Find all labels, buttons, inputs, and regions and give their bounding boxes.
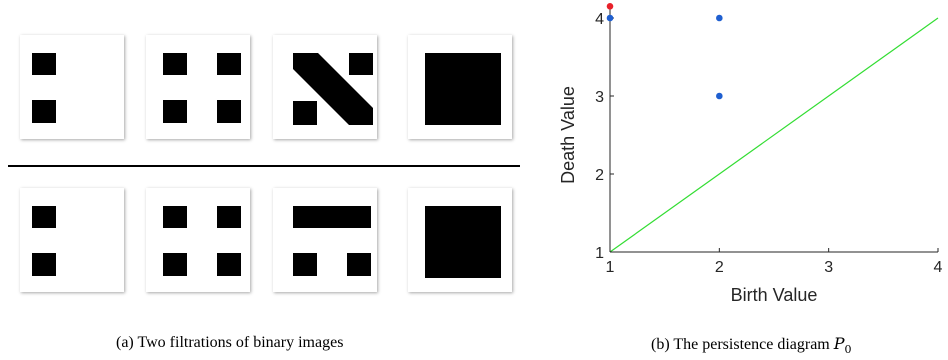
x-axis-label: Birth Value <box>731 285 818 305</box>
y-tick-label: 2 <box>595 167 604 184</box>
filtration-1-frame-1 <box>20 35 124 139</box>
pixel-block <box>217 53 241 75</box>
caption-left: (a) Two filtrations of binary images <box>116 334 343 352</box>
x-tick-label: 2 <box>715 259 724 276</box>
pixel-block <box>293 206 371 228</box>
filtration-2-frame-3 <box>273 188 377 292</box>
x-tick-label: 3 <box>824 259 833 276</box>
persistence-diagram-chart: 1 2 3 4 1 2 3 4 Birth Value Death Value <box>558 2 943 305</box>
data-point <box>606 2 614 10</box>
data-point <box>606 14 614 22</box>
pixel-block <box>163 100 187 123</box>
pixel-block <box>425 53 501 125</box>
pixel-block <box>163 53 187 75</box>
data-point <box>716 14 723 22</box>
pixel-block <box>217 206 241 228</box>
caption-left-text: (a) Two filtrations of binary images <box>116 334 344 351</box>
filtration-2-frame-1 <box>20 188 124 292</box>
chart-axes <box>609 4 938 253</box>
filtration-1-frame-2 <box>146 35 250 139</box>
pixel-block <box>293 253 317 276</box>
pixel-block <box>32 100 56 123</box>
y-tick-label: 3 <box>595 89 604 106</box>
filtration-2-frame-4 <box>408 188 512 292</box>
pixel-block <box>32 53 56 75</box>
y-tick-label: 4 <box>595 11 604 28</box>
pixel-block <box>425 206 501 278</box>
data-point <box>716 92 723 100</box>
y-tick-label: 1 <box>595 245 604 262</box>
caption-right-text: (b) The persistence diagram <box>651 336 830 353</box>
y-axis-label: Death Value <box>558 86 578 184</box>
pixel-block <box>217 100 241 123</box>
pixel-block <box>217 253 241 276</box>
x-tick-label: 4 <box>934 259 943 276</box>
filtration-2-frame-2 <box>146 188 250 292</box>
filtration-1-frame-4 <box>408 35 512 139</box>
math-subscript: 0 <box>844 343 852 357</box>
pixel-block <box>32 206 56 228</box>
chart-points <box>606 2 723 100</box>
pixel-block <box>347 253 371 276</box>
row-divider <box>8 165 520 167</box>
x-tick-label: 1 <box>606 259 615 276</box>
pixel-block <box>163 206 187 228</box>
math-symbol-letter: P <box>833 334 845 353</box>
diagonal-pixel-shape <box>293 53 373 125</box>
chart-ticks: 1 2 3 4 1 2 3 4 <box>595 11 942 276</box>
math-symbol: P0 <box>833 334 852 357</box>
caption-right: (b) The persistence diagram P0 <box>651 334 852 356</box>
pixel-block <box>32 253 56 276</box>
diagonal-line <box>609 17 939 253</box>
pixel-block <box>163 253 187 276</box>
filtration-1-frame-3 <box>273 35 377 139</box>
